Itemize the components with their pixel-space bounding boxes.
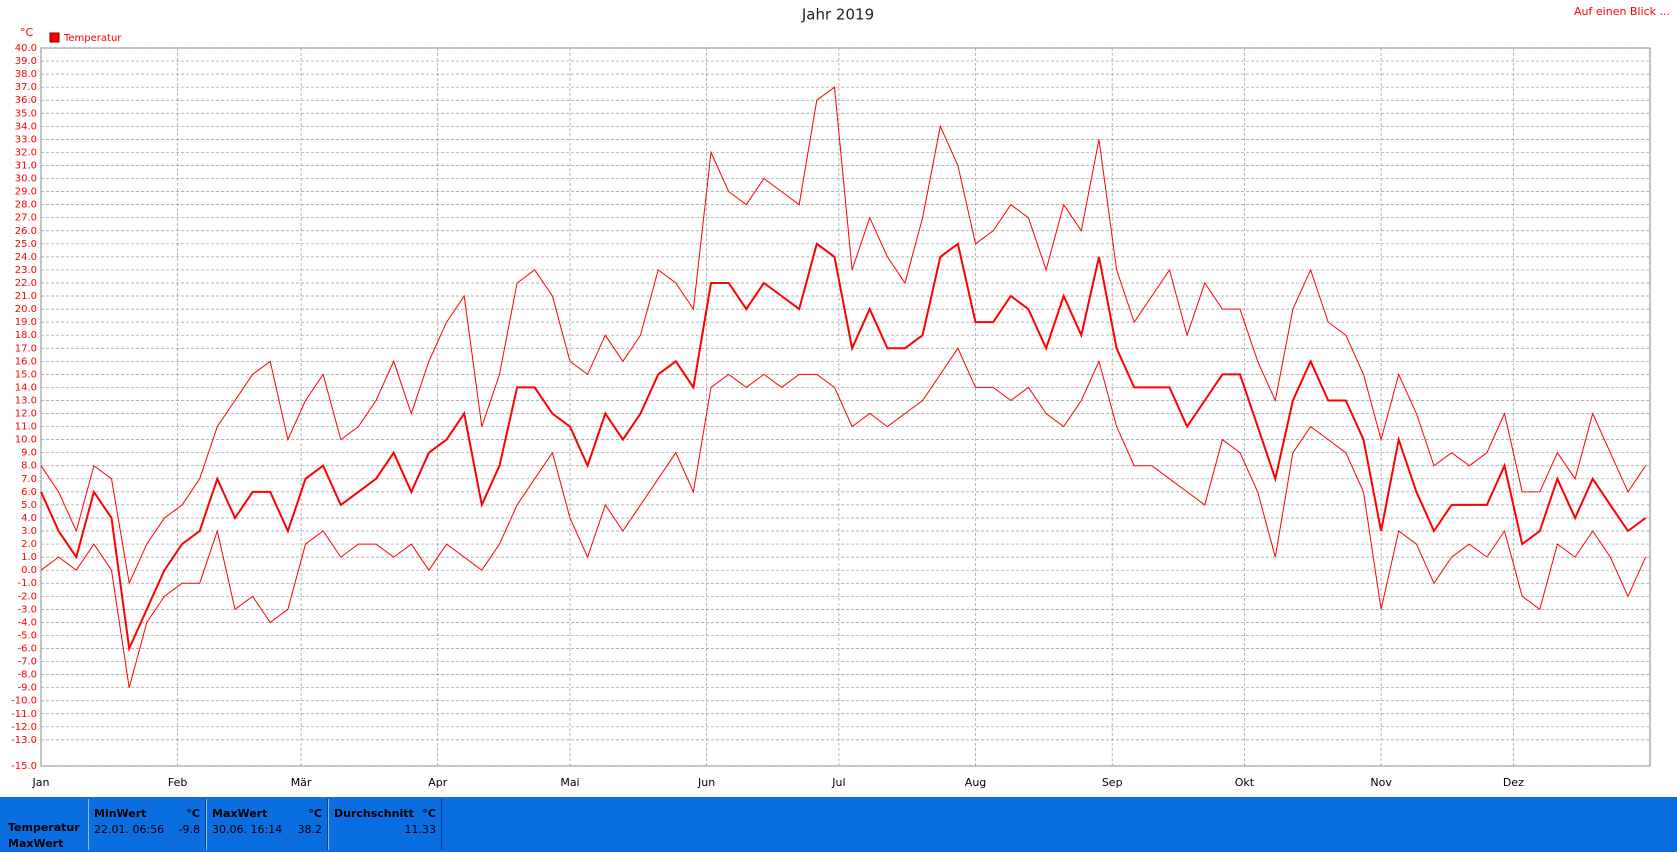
y-tick-label: 40.0 [15,43,37,54]
y-tick-label: 23.0 [15,265,37,276]
y-tick-label: -12.0 [11,722,37,733]
x-tick-label: Mai [560,776,579,789]
y-tick-label: 36.0 [15,95,37,106]
y-tick-label: 4.0 [21,513,37,524]
summary-cell: MaxWert °C 30.06. 16:14 38.2 [206,799,328,850]
temperature-line [40,242,1647,653]
x-tick-label: Feb [168,776,187,789]
y-tick-label: 39.0 [15,56,37,67]
y-tick-label: 16.0 [15,356,37,367]
y-tick-label: 12.0 [15,409,37,420]
y-tick-label: 5.0 [21,500,37,511]
cell-value: 38.2 [297,823,323,836]
x-tick-label: Sep [1102,776,1123,789]
y-tick-label: -1.0 [17,578,37,589]
y-tick-label: 1.0 [21,552,37,563]
y-tick-label: 9.0 [21,448,37,459]
y-tick-label: 30.0 [15,174,37,185]
y-tick-label: -5.0 [17,630,37,641]
x-tick-label: Aug [965,776,986,789]
plot-frame [40,47,1651,767]
y-tick-label: -6.0 [17,644,37,655]
y-tick-label: -11.0 [11,709,37,720]
y-tick-label: 24.0 [15,252,37,263]
x-tick-label: Jan [32,776,50,789]
header-link[interactable]: Auf einen Blick ... [1574,5,1670,18]
y-tick-label: 7.0 [21,474,37,485]
cell-value: 11.33 [404,823,437,836]
y-tick-label: 2.0 [21,539,37,550]
y-tick-label: 11.0 [15,422,37,433]
y-tick-label: -2.0 [17,591,37,602]
cell-time: 22.01. 06:56 [94,823,165,836]
y-tick-label: -9.0 [17,683,37,694]
x-tick-label: Jun [697,776,715,789]
cell-value: -9.8 [178,823,200,836]
temperature-line [40,347,1647,688]
y-tick-label: -10.0 [11,696,37,707]
x-tick-label: Mär [291,776,312,789]
y-tick-label: 34.0 [15,121,37,132]
y-tick-label: -15.0 [11,761,37,772]
temperature-line [40,86,1647,585]
y-unit: °C [20,26,34,39]
y-tick-label: 37.0 [15,82,37,93]
cell-title: MinWert [94,807,147,820]
cell-unit: °C [186,807,200,820]
cell-unit: °C [308,807,322,820]
y-tick-label: 8.0 [21,461,37,472]
x-tick-label: Okt [1235,776,1255,789]
y-tick-label: 20.0 [15,304,37,315]
y-tick-label: 14.0 [15,382,37,393]
y-tick-label: -8.0 [17,670,37,681]
y-tick-label: -7.0 [17,657,37,668]
y-tick-label: 35.0 [15,108,37,119]
summary-cell: Durchschnitt °C 11.33 [328,799,442,850]
x-tick-label: Apr [428,776,448,789]
row-label: MaxWert [8,837,64,850]
cell-title: Durchschnitt [334,807,414,820]
x-tick-label: Jul [831,776,845,789]
y-tick-label: 31.0 [15,160,37,171]
y-tick-label: 18.0 [15,330,37,341]
cell-time: 30.06. 16:14 [212,823,283,836]
y-tick-label: 3.0 [21,526,37,537]
y-tick-label: 17.0 [15,343,37,354]
y-tick-label: 38.0 [15,69,37,80]
y-tick-label: 25.0 [15,239,37,250]
y-tick-label: -3.0 [17,604,37,615]
x-tick-label: Nov [1370,776,1392,789]
legend-swatch [49,32,60,43]
y-tick-label: 19.0 [15,317,37,328]
y-tick-label: 27.0 [15,213,37,224]
y-tick-label: 29.0 [15,187,37,198]
cell-title: MaxWert [212,807,268,820]
summary-bar: Temperatur MaxWert MinWert °C 22.01. 06:… [0,797,1677,852]
y-tick-label: -4.0 [17,617,37,628]
y-tick-label: 21.0 [15,291,37,302]
chart: Jahr 2019 Auf einen Blick ... °C -15.0 -1… [11,5,1670,789]
y-tick-label: 33.0 [15,134,37,145]
row-label: Temperatur [8,821,80,834]
legend-label: Temperatur [63,33,122,44]
y-tick-label: 6.0 [21,487,37,498]
y-tick-label: 0.0 [21,565,37,576]
y-tick-label: 28.0 [15,200,37,211]
y-tick-label: -13.0 [11,735,37,746]
cell-unit: °C [422,807,436,820]
x-tick-label: Dez [1503,776,1524,789]
summary-cell: MinWert °C 22.01. 06:56 -9.8 [88,799,206,850]
y-tick-label: 10.0 [15,435,37,446]
y-tick-label: 32.0 [15,147,37,158]
y-tick-label: 22.0 [15,278,37,289]
y-tick-label: 26.0 [15,226,37,237]
y-tick-label: 15.0 [15,369,37,380]
y-tick-label: 13.0 [15,395,37,406]
chart-title: Jahr 2019 [801,6,874,24]
